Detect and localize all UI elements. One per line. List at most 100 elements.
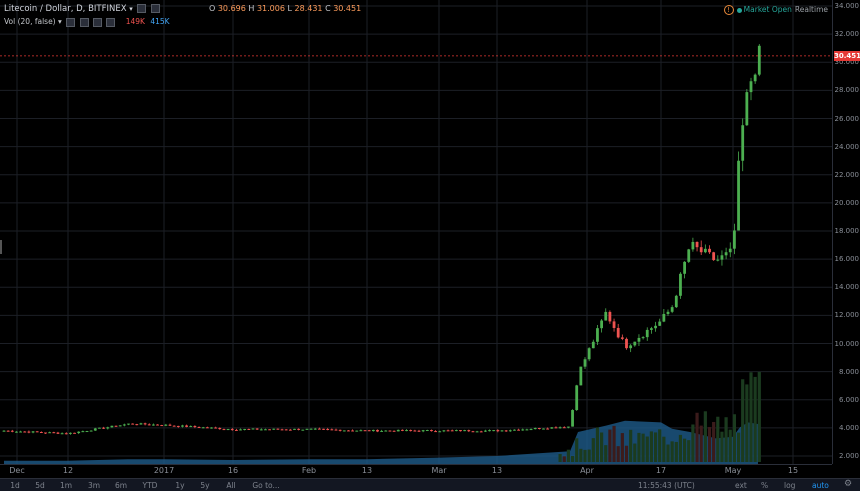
warning-icon[interactable]: ! [723, 5, 734, 15]
candle-body [363, 430, 367, 432]
gear-icon[interactable]: ⚙ [844, 479, 853, 489]
auto-scale-toggle[interactable]: auto [812, 481, 829, 490]
price-axis[interactable]: 34.000 32.000 30.000 28.000 26.000 24.000 22.0… [832, 0, 860, 464]
y-tick-label: 22.000 [834, 170, 860, 179]
candle-body [81, 431, 85, 433]
go-to-date-button[interactable]: Go to... [252, 481, 280, 490]
volume-add-icon[interactable] [92, 17, 102, 27]
volume-settings-icon[interactable] [79, 17, 89, 27]
candle [525, 428, 529, 431]
candle-body [293, 428, 296, 430]
candle-body [347, 430, 350, 432]
volume-menu-caret-icon[interactable]: ▾ [58, 17, 62, 26]
volume-bar [670, 441, 674, 462]
candle-body [421, 430, 425, 432]
volume-bar [583, 449, 587, 462]
volume-bar [666, 444, 670, 462]
y-tick-label: 14.000 [834, 283, 860, 292]
volume-bar [616, 446, 620, 462]
series-settings-icon[interactable] [151, 4, 161, 13]
range-ytd-button[interactable]: YTD [142, 481, 158, 490]
candle [608, 310, 612, 324]
price-chart-plot[interactable] [0, 0, 832, 464]
candle-body [575, 385, 579, 411]
range-5d-button[interactable]: 5d [35, 481, 45, 490]
candle [367, 429, 371, 432]
candle-body [388, 430, 392, 432]
candle [450, 429, 454, 432]
candle-body [670, 307, 674, 312]
candle-body [496, 430, 500, 432]
volume-bar [575, 438, 579, 462]
y-tick-label: 10.000 [834, 339, 860, 348]
x-tick-label: Dec [9, 466, 25, 475]
market-status: ! Market Open Realtime [723, 5, 828, 15]
candle [326, 427, 330, 431]
x-tick-label: 13 [491, 466, 503, 475]
volume-bar [612, 425, 616, 462]
candle-body [64, 433, 68, 435]
candle-body [454, 430, 458, 432]
range-1y-button[interactable]: 1y [175, 481, 185, 490]
candle-body [98, 427, 101, 429]
candle [587, 347, 591, 362]
candle [558, 426, 562, 429]
candle [23, 431, 27, 433]
candle-body [288, 429, 292, 431]
x-tick-label: 2017 [153, 466, 175, 475]
range-1m-button[interactable]: 1m [59, 481, 73, 490]
volume-remove-icon[interactable] [106, 17, 116, 27]
volume-bar [674, 441, 678, 462]
candle [251, 428, 255, 430]
candle-body [172, 425, 176, 427]
candle-body [463, 430, 467, 432]
candle-body [27, 431, 31, 433]
candle [52, 431, 56, 434]
symbol-legend[interactable]: Litecoin / Dollar, D, BITFINEX ▾ [4, 4, 161, 14]
candle-body [488, 430, 491, 432]
candle-body [666, 311, 670, 314]
extended-hours-toggle[interactable]: ext [735, 481, 747, 490]
symbol-title[interactable]: Litecoin / Dollar, D, BITFINEX [4, 4, 127, 14]
percent-scale-toggle[interactable]: % [761, 481, 769, 490]
candle [347, 430, 350, 432]
low-label: L [287, 4, 292, 13]
candle-body [430, 430, 433, 432]
hide-series-icon[interactable] [137, 4, 147, 13]
candle [255, 428, 259, 430]
range-all-button[interactable]: All [226, 481, 236, 490]
range-5y-button[interactable]: 5y [200, 481, 210, 490]
open-label: O [209, 4, 216, 13]
candle [64, 432, 68, 435]
volume-bar [678, 434, 683, 462]
volume-bar [579, 448, 583, 462]
volume-bar [629, 429, 633, 462]
candle-body [164, 424, 168, 426]
candle [484, 429, 487, 432]
left-resize-handle[interactable] [0, 240, 2, 254]
candle [131, 423, 135, 425]
candle-body [201, 427, 205, 429]
candle-body [446, 430, 450, 432]
candle [85, 430, 89, 433]
log-scale-toggle[interactable]: log [784, 481, 796, 490]
range-3m-button[interactable]: 3m [87, 481, 101, 490]
candle [434, 430, 437, 433]
volume-hide-icon[interactable] [66, 17, 76, 27]
range-6m-button[interactable]: 6m [114, 481, 128, 490]
candle [454, 429, 458, 432]
symbol-menu-caret-icon[interactable]: ▾ [129, 5, 133, 13]
candle [313, 427, 317, 430]
candle [591, 339, 595, 349]
candle [330, 428, 334, 431]
volume-bar [741, 379, 745, 462]
candle-body [255, 428, 259, 430]
candle-body [160, 425, 164, 427]
volume-indicator-title[interactable]: Vol (20, false) [4, 17, 56, 26]
candle-body [567, 426, 570, 428]
time-axis[interactable]: Dec 12 2017 16 Feb 13 Mar 13 Apr 17 May 15 [0, 464, 832, 478]
candle [2, 430, 6, 432]
volume-legend[interactable]: Vol (20, false) ▾ 149K 415K [4, 17, 170, 27]
candle-body [492, 430, 496, 432]
range-1d-button[interactable]: 1d [10, 481, 20, 490]
